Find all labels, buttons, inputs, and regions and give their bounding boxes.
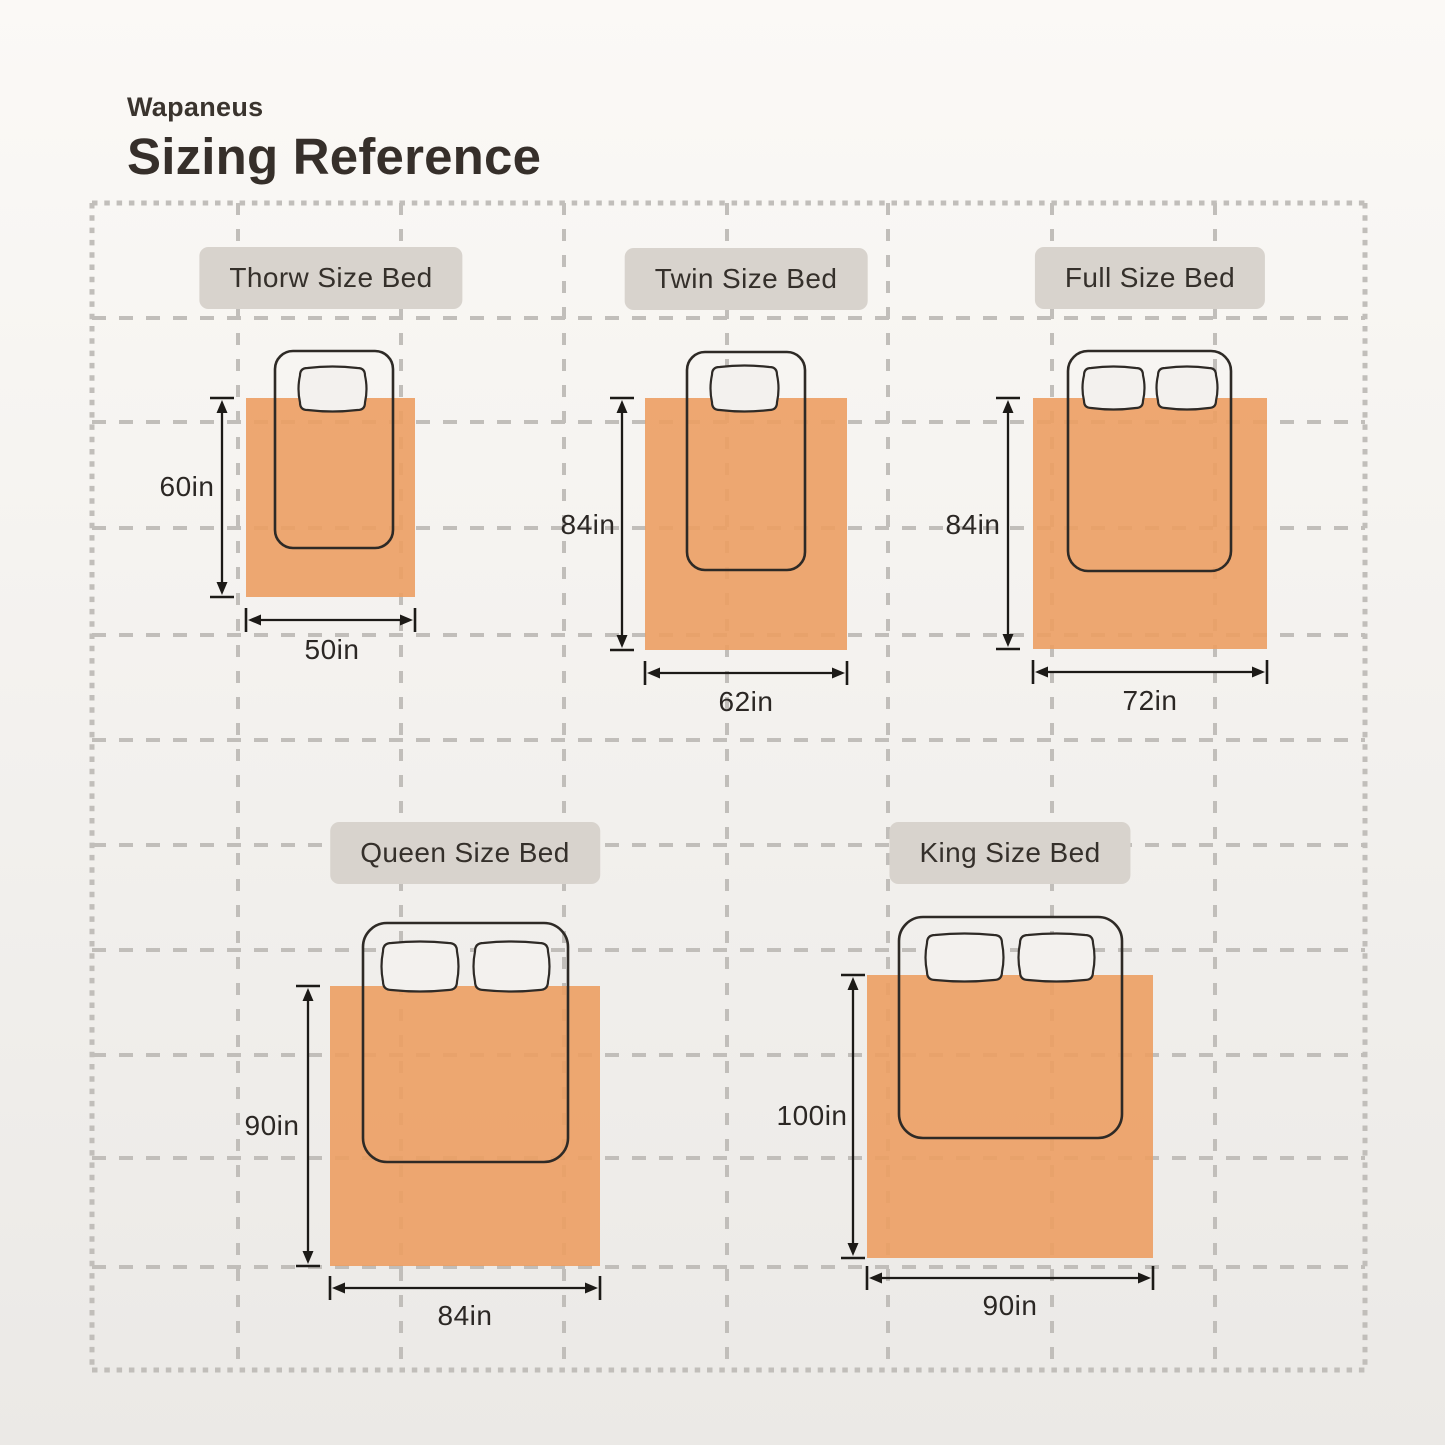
bed-outline-icon <box>897 915 1124 1140</box>
width-dimension-arrow <box>1031 660 1269 684</box>
header: Wapaneus Sizing Reference <box>127 92 541 186</box>
height-dimension-arrow <box>296 984 320 1268</box>
bed-size-badge: King Size Bed <box>889 822 1131 884</box>
bed-diagram-queen <box>296 921 602 1300</box>
page-title: Sizing Reference <box>127 128 542 185</box>
width-dimension-label: 90in <box>982 1290 1038 1321</box>
height-dimension-arrow <box>996 396 1020 651</box>
bed-size-badge: Queen Size Bed <box>330 822 600 884</box>
bed-outline-icon <box>361 921 570 1164</box>
height-dimension-label: 84in <box>560 509 616 540</box>
height-dimension-label: 100in <box>776 1100 848 1131</box>
width-dimension-label: 62in <box>718 686 774 717</box>
pillow-icon <box>472 940 551 993</box>
pillow-icon <box>297 365 368 413</box>
bed-size-badge: Thorw Size Bed <box>199 247 463 309</box>
width-dimension-arrow <box>244 608 417 632</box>
bed-diagram-king <box>841 915 1155 1290</box>
pillow-icon <box>1081 365 1146 411</box>
pillow-icon <box>1155 365 1219 411</box>
blanket-area <box>246 398 415 597</box>
bed-outline-icon <box>1066 349 1233 573</box>
bed-diagram-twin <box>610 350 849 685</box>
blanket-area <box>867 975 1153 1258</box>
bed-size-badge: Full Size Bed <box>1034 247 1266 309</box>
blanket-area <box>330 986 600 1266</box>
pillow-icon <box>709 364 780 413</box>
width-dimension-label: 50in <box>304 634 360 665</box>
width-dimension-label: 84in <box>437 1300 493 1331</box>
height-dimension-label: 84in <box>945 509 1001 540</box>
pillow-icon <box>380 940 460 993</box>
pillow-icon <box>1017 932 1096 983</box>
bed-diagram-full <box>996 349 1269 684</box>
bed-diagram-throw <box>210 349 417 632</box>
bed-outline-icon <box>273 349 395 550</box>
brand-name: Wapaneus <box>127 92 264 122</box>
height-dimension-arrow <box>610 396 634 652</box>
bed-size-badge: Twin Size Bed <box>624 248 868 310</box>
pillow-icon <box>924 932 1005 983</box>
height-dimension-arrow <box>210 396 234 599</box>
width-dimension-label: 72in <box>1122 685 1178 716</box>
height-dimension-arrow <box>841 973 865 1260</box>
bed-outline-icon <box>685 350 807 572</box>
blanket-area <box>1033 398 1267 649</box>
height-dimension-label: 90in <box>244 1110 300 1141</box>
width-dimension-arrow <box>328 1276 602 1300</box>
blanket-area <box>645 398 847 650</box>
height-dimension-label: 60in <box>159 471 215 502</box>
width-dimension-arrow <box>643 661 849 685</box>
width-dimension-arrow <box>865 1266 1155 1290</box>
